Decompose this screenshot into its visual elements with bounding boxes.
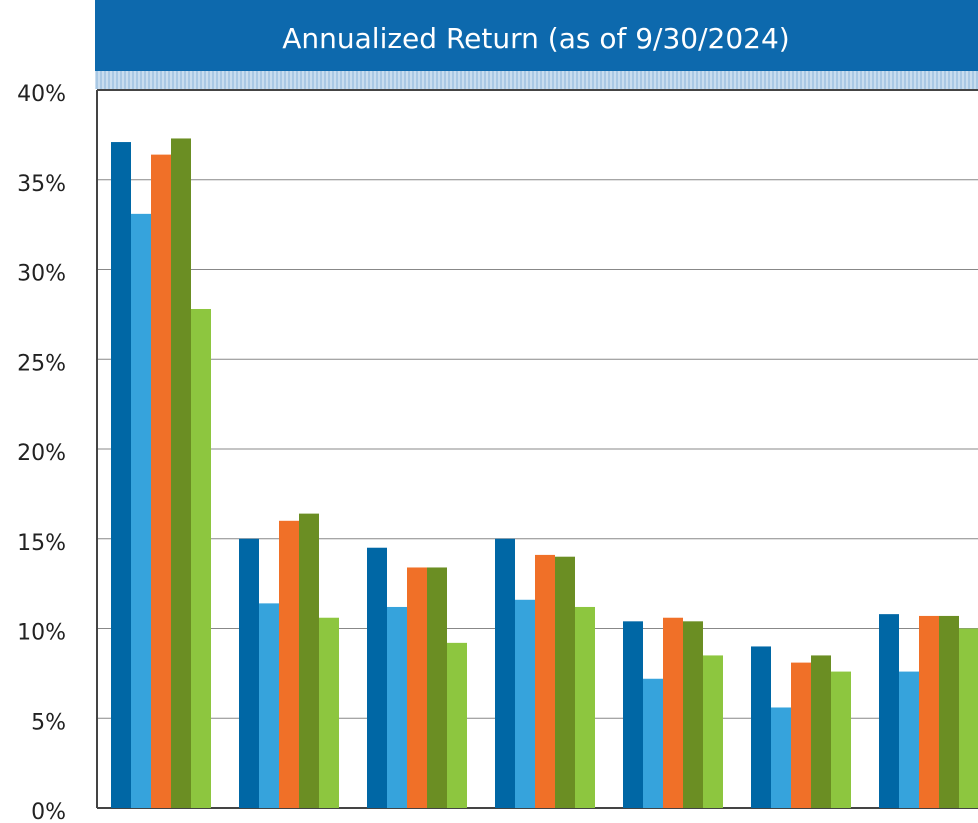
bar — [555, 556, 575, 808]
y-tick-label: 10% — [17, 621, 66, 646]
bar — [683, 621, 703, 808]
y-tick-label: 15% — [17, 531, 66, 556]
bar — [407, 567, 427, 808]
bar — [623, 621, 643, 808]
bar — [239, 538, 259, 808]
y-tick-label: 0% — [31, 800, 66, 823]
bar — [771, 707, 791, 808]
y-tick-label: 25% — [17, 351, 66, 376]
bar — [575, 606, 595, 808]
bar — [131, 213, 151, 809]
y-tick-label: 30% — [17, 262, 66, 287]
title-bar — [95, 0, 978, 71]
chart-title: Annualized Return (as of 9/30/2024) — [282, 22, 789, 55]
bar — [959, 628, 978, 808]
bar — [899, 671, 919, 808]
bar — [515, 599, 535, 808]
bar — [811, 655, 831, 808]
bar — [703, 655, 723, 808]
bar — [387, 606, 407, 808]
bar — [151, 154, 171, 808]
bar — [191, 308, 211, 808]
bar — [111, 142, 131, 808]
title-band — [95, 71, 978, 89]
bar — [663, 617, 683, 808]
bar — [643, 678, 663, 808]
bar — [367, 547, 387, 808]
y-tick-label: 5% — [31, 710, 66, 735]
y-tick-label: 20% — [17, 441, 66, 466]
bar — [751, 646, 771, 808]
bar — [259, 603, 279, 808]
bar — [299, 513, 319, 808]
bar — [939, 615, 959, 808]
bar — [171, 138, 191, 809]
bar — [427, 567, 447, 808]
bar — [831, 671, 851, 808]
bar — [919, 615, 939, 808]
bar — [879, 614, 899, 808]
bar — [495, 538, 515, 808]
bar — [791, 662, 811, 808]
bar — [447, 642, 467, 808]
y-tick-label: 35% — [17, 172, 66, 197]
bar — [279, 520, 299, 808]
y-tick-label: 40% — [17, 82, 66, 107]
bar — [319, 617, 339, 808]
bar — [535, 554, 555, 808]
